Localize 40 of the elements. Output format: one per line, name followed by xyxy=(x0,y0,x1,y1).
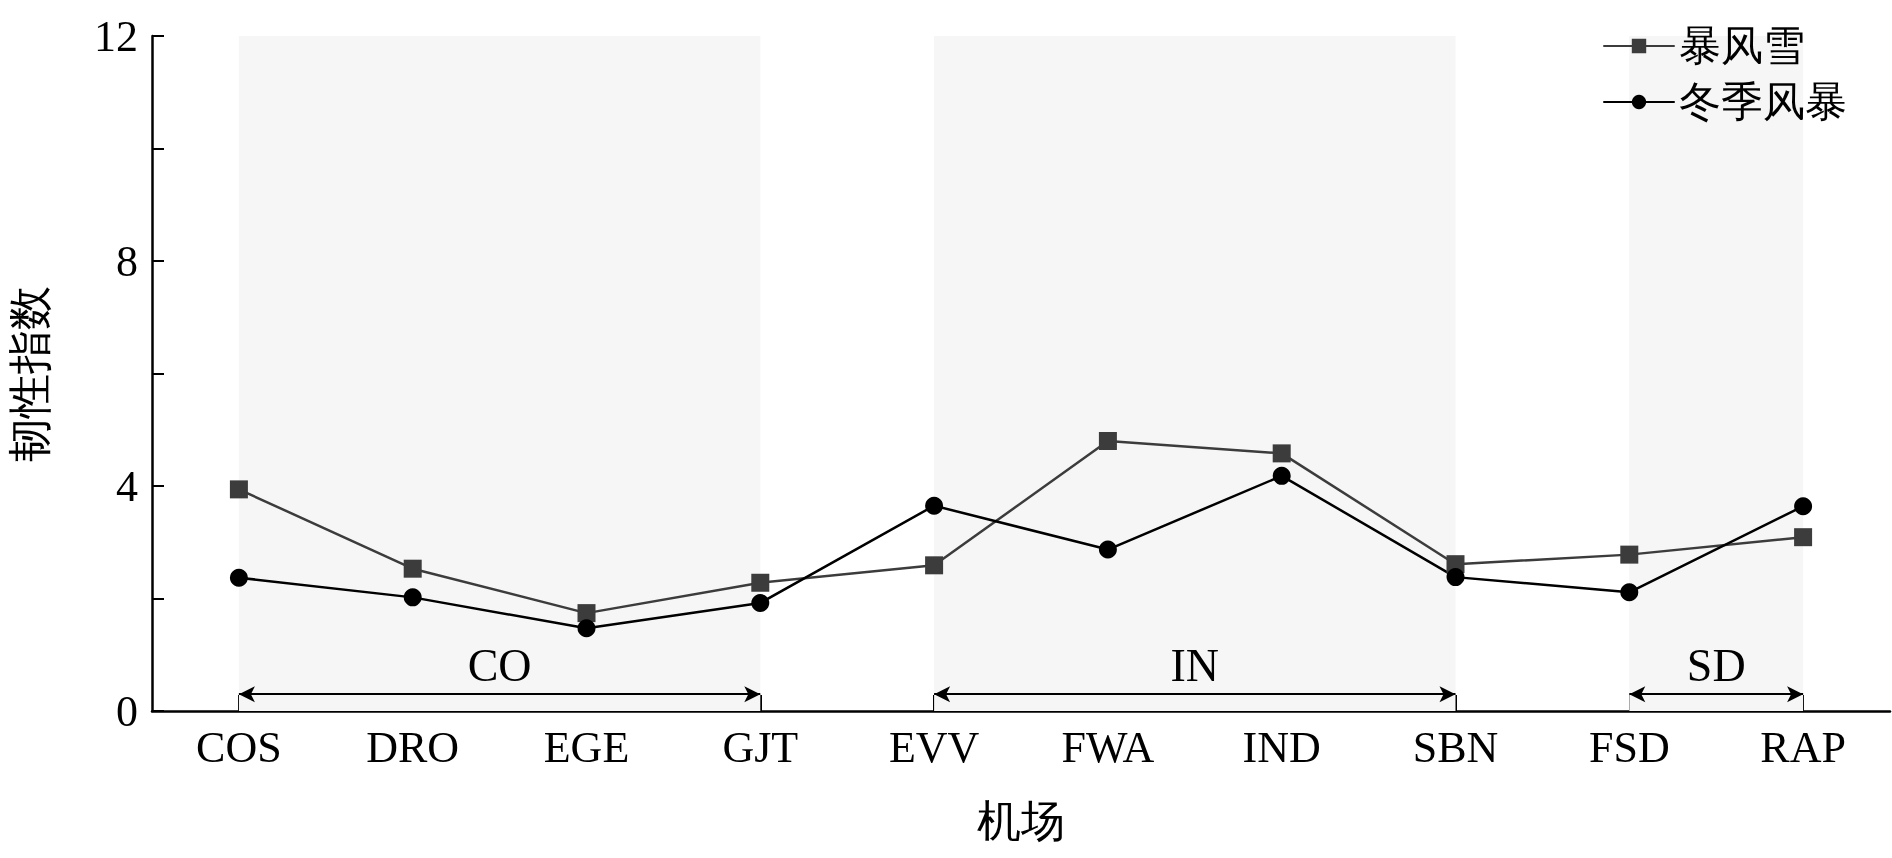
point xyxy=(1794,528,1813,547)
point xyxy=(1272,466,1291,485)
legend-label: 暴风雪 xyxy=(1679,23,1805,69)
x-tick-label: EGE xyxy=(543,722,630,772)
x-tick-label: GJT xyxy=(722,722,799,772)
x-tick-label: FWA xyxy=(1061,722,1155,772)
point xyxy=(577,604,596,623)
x-tick-label: EVV xyxy=(888,722,980,772)
point xyxy=(1620,583,1639,602)
y-tick-label: 8 xyxy=(116,236,138,286)
point xyxy=(1794,497,1813,516)
y-tick-label: 4 xyxy=(116,461,138,511)
point xyxy=(1098,432,1117,450)
point xyxy=(1272,444,1291,463)
x-tick-label: COS xyxy=(196,722,282,772)
y-axis-title: 韧性指数 xyxy=(5,285,55,462)
point xyxy=(403,588,422,607)
x-tick-label: IND xyxy=(1242,722,1321,772)
x-tick-label: RAP xyxy=(1760,722,1846,772)
point xyxy=(403,559,422,578)
point xyxy=(1446,568,1465,587)
band-label: SD xyxy=(1686,639,1746,691)
point xyxy=(577,619,596,638)
point xyxy=(1098,540,1117,559)
legend-label: 冬季风暴 xyxy=(1679,79,1847,125)
point xyxy=(229,568,248,587)
band-label: IN xyxy=(1170,639,1220,691)
band-label: CO xyxy=(467,639,532,691)
x-axis-title: 机场 xyxy=(977,796,1065,846)
point xyxy=(1620,545,1639,564)
x-tick-label: FSD xyxy=(1588,722,1670,772)
point xyxy=(925,556,944,575)
point xyxy=(925,496,944,515)
x-tick-label: DRO xyxy=(366,722,460,772)
y-tick-label: 12 xyxy=(94,11,138,61)
y-tick-label: 0 xyxy=(116,686,138,736)
point xyxy=(229,480,248,499)
point xyxy=(751,594,770,612)
point xyxy=(751,573,770,592)
x-tick-label: SBN xyxy=(1412,722,1499,772)
